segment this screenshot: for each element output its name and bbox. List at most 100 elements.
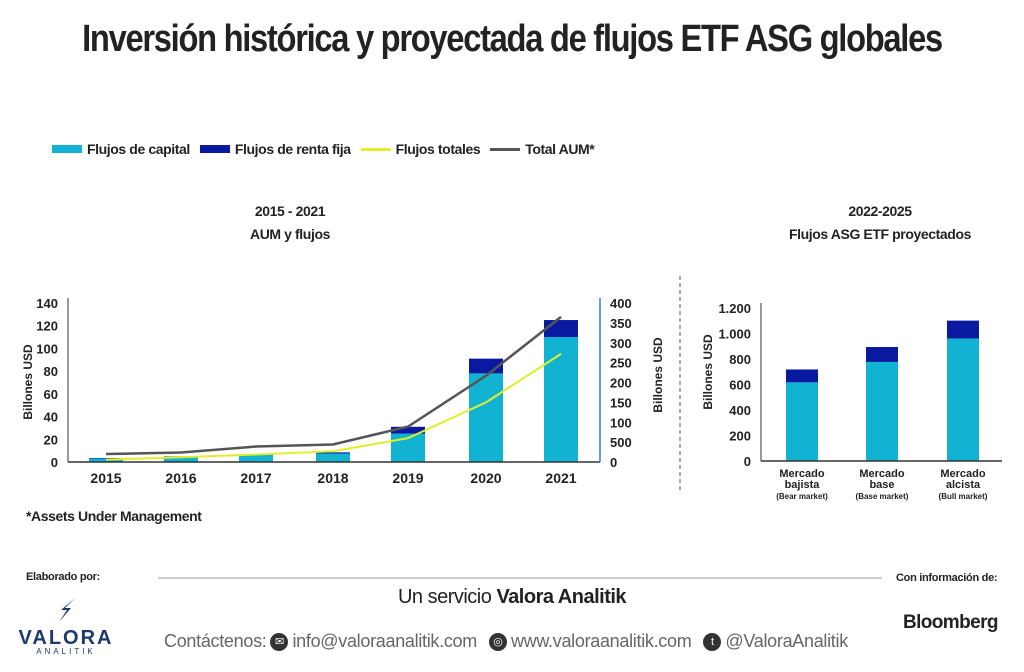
x-tick-sublabel: (Base market) [856, 492, 909, 501]
legend-label: Flujos de renta fija [234, 141, 351, 157]
service-brand: Valora Analitik [496, 586, 627, 608]
y-tick-label: 600 [729, 378, 751, 393]
valora-wing-icon [59, 598, 75, 622]
bar-capital [544, 337, 578, 462]
x-tick-label: 2015 [90, 470, 121, 486]
bar-renta-fija [947, 320, 979, 339]
y-tick-label: 140 [36, 296, 58, 311]
y2-tick-label: 200 [610, 376, 632, 391]
y2-tick-label: 250 [610, 356, 632, 371]
legend-item-aum: Total AUM* [490, 141, 595, 157]
bar-renta-fija [89, 458, 123, 459]
x-tick-label: 2019 [392, 470, 423, 486]
line-flujos-totales [105, 353, 562, 461]
y-tick-label: 120 [36, 319, 58, 334]
x-tick-label: 2016 [165, 470, 196, 486]
bar-capital [786, 382, 818, 461]
footer-divider [158, 577, 882, 579]
legend-item-capital: Flujos de capital [52, 141, 190, 157]
footnote: *Assets Under Management [26, 508, 202, 524]
y-axis-label: Billones USD [701, 334, 715, 410]
bar-capital [316, 453, 350, 462]
bar-renta-fija [316, 452, 350, 454]
logo-text: VALORA [18, 627, 114, 649]
contact-line: Contáctenos: ✉ info@valoraanalitik.com ◎… [164, 631, 848, 652]
x-tick-label: bajista [785, 479, 821, 491]
page-title: Inversión histórica y proyectada de fluj… [82, 18, 943, 60]
x-tick-label: Mercado [940, 468, 986, 480]
bar-capital [89, 458, 123, 462]
legend-swatch [490, 147, 521, 151]
chart1-subtitle: AUM y flujos [250, 226, 330, 242]
contact-label: Contáctenos: [164, 631, 267, 651]
y-tick-label: 60 [44, 387, 58, 402]
chart1-title: 2015 - 2021 [254, 203, 326, 219]
y-axis-label: Billones USD [21, 344, 35, 420]
x-tick-label: 2021 [545, 470, 576, 486]
legend-label: Flujos de capital [87, 141, 190, 157]
y-tick-label: 40 [44, 410, 58, 425]
x-tick-label: Mercado [779, 468, 825, 480]
legend-label: Flujos totales [395, 141, 481, 157]
x-tick-sublabel: (Bull market) [939, 492, 988, 501]
email-icon: ✉ [270, 632, 289, 651]
legend-label: Total AUM* [525, 141, 595, 157]
y-tick-label: 1.200 [718, 301, 751, 316]
y-tick-label: 1.000 [718, 327, 751, 342]
bar-capital [469, 373, 503, 462]
bar-capital [866, 361, 898, 461]
twitter-link[interactable]: @ValoraAnalitik [725, 631, 848, 651]
y2-axis-label: Billones USD [651, 337, 665, 413]
y-tick-label: 0 [51, 455, 58, 470]
bar-renta-fija [786, 369, 818, 383]
bar-renta-fija [866, 347, 898, 362]
chart2-title: 2022-2025 [848, 203, 912, 219]
x-tick-label: 2017 [240, 470, 271, 486]
y-tick-label: 20 [44, 432, 58, 447]
x-tick-sublabel: (Bear market) [776, 492, 828, 501]
y-tick-label: 400 [729, 403, 751, 418]
y2-tick-label: 300 [610, 336, 632, 351]
made-by-label: Elaborado por: [26, 571, 101, 583]
email-link[interactable]: info@valoraanalitik.com [292, 631, 477, 651]
y2-tick-label: 0 [610, 455, 617, 470]
legend-swatch [52, 145, 82, 153]
legend-swatch [360, 147, 391, 151]
legend-swatch [199, 145, 230, 153]
y-tick-label: 80 [44, 364, 58, 379]
x-tick-label: base [869, 479, 894, 491]
service-line: Un servicio Valora Analitik [0, 586, 1024, 609]
bar-capital [164, 456, 198, 462]
legend: Flujos de capital Flujos de renta fija F… [52, 141, 595, 157]
legend-item-renta-fija: Flujos de renta fija [199, 141, 351, 157]
y2-tick-label: 350 [610, 316, 632, 331]
x-tick-label: alcista [946, 479, 981, 491]
logo-subtext: ANALITIK [36, 647, 96, 656]
y-tick-label: 0 [744, 454, 751, 469]
twitter-icon: t [703, 632, 722, 651]
y2-tick-label: 150 [610, 395, 632, 410]
globe-icon: ◎ [488, 632, 507, 651]
info-from-label: Con información de: [896, 572, 998, 584]
web-link[interactable]: www.valoraanalitik.com [510, 631, 692, 651]
legend-item-totales: Flujos totales [360, 141, 481, 157]
y-tick-label: 800 [729, 352, 751, 367]
y2-tick-label: 400 [610, 296, 632, 311]
bar-renta-fija [544, 320, 578, 338]
y2-tick-label: 100 [610, 415, 632, 430]
source-logo: Bloomberg [903, 612, 998, 633]
bar-capital [239, 454, 273, 462]
service-prefix: Un servicio [397, 586, 497, 608]
x-tick-label: 2018 [317, 470, 348, 486]
y-tick-label: 200 [729, 429, 751, 444]
chart2-subtitle: Flujos ASG ETF proyectados [789, 226, 971, 242]
valora-logo: VALORA ANALITIK [18, 596, 114, 656]
line-aum [105, 315, 562, 456]
x-tick-label: Mercado [859, 468, 905, 480]
x-tick-label: 2020 [470, 470, 501, 486]
bar-capital [947, 338, 979, 461]
bar-renta-fija [391, 426, 425, 434]
y-tick-label: 100 [36, 341, 58, 356]
y2-tick-label: 500 [610, 435, 632, 450]
